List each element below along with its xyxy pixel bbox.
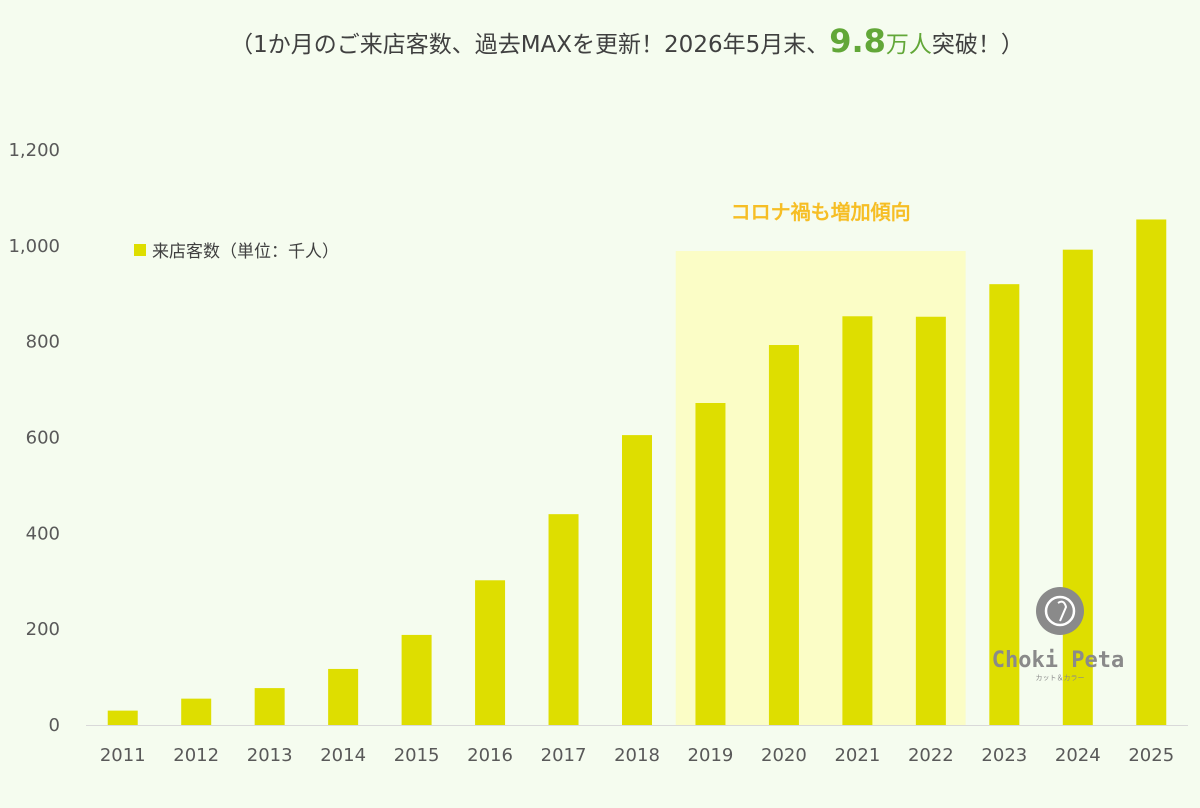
title-highlight-unit: 万人 (886, 32, 932, 58)
scissors-icon (1057, 600, 1068, 622)
choki-peta-logo: Choki Peta カット＆カラー (992, 587, 1124, 682)
y-tick-label: 400 (26, 523, 60, 544)
x-tick-label: 2016 (467, 745, 513, 766)
bar-2015 (401, 634, 432, 725)
x-tick-label: 2024 (1055, 745, 1101, 766)
bar-2023 (989, 284, 1020, 725)
x-tick-label: 2018 (614, 745, 660, 766)
x-tick-label: 2021 (834, 745, 880, 766)
legend-label: 来店客数（単位：千人） (152, 242, 339, 262)
title-part-before: （1か月のご来店客数、過去MAXを更新！2026年5月末、 (230, 32, 829, 58)
bar-2020 (768, 345, 799, 725)
bar-series (107, 219, 1167, 725)
x-tick-label: 2019 (688, 745, 734, 766)
y-tick-label: 1,000 (8, 236, 60, 257)
logo-circle-icon (1036, 587, 1084, 635)
bar-2012 (181, 698, 212, 725)
legend-swatch (134, 244, 146, 256)
x-tick-label: 2022 (908, 745, 954, 766)
covid-annotation: コロナ禍も増加傾向 (731, 200, 911, 224)
y-tick-label: 0 (49, 715, 60, 736)
x-tick-label: 2011 (100, 745, 146, 766)
bar-2013 (254, 688, 285, 725)
x-tick-label: 2017 (541, 745, 587, 766)
bar-2014 (328, 668, 359, 725)
y-tick-label: 200 (26, 619, 60, 640)
y-tick-label: 1,200 (8, 140, 60, 161)
y-axis-ticks: 0 200 400 600 800 1,000 1,200 (8, 140, 60, 736)
logo-subtitle: カット＆カラー (1036, 674, 1085, 682)
x-tick-label: 2015 (394, 745, 440, 766)
bar-2024 (1062, 249, 1093, 725)
x-tick-label: 2012 (173, 745, 219, 766)
bar-2021 (842, 316, 873, 725)
x-tick-label: 2020 (761, 745, 807, 766)
x-axis-ticks: 2011 2012 2013 2014 2015 2016 2017 2018 2019 2020… (100, 745, 1174, 766)
logo-ring-icon (1044, 595, 1076, 627)
x-tick-label: 2025 (1128, 745, 1174, 766)
title-part-after: 突破！） (932, 32, 1024, 58)
logo-name: Choki Peta (992, 648, 1124, 673)
y-tick-label: 600 (26, 428, 60, 449)
x-tick-label: 2013 (247, 745, 293, 766)
bar-2016 (475, 580, 506, 725)
x-tick-label: 2014 (320, 745, 366, 766)
y-tick-label: 800 (26, 332, 60, 353)
x-tick-label: 2023 (981, 745, 1027, 766)
title-highlight-value: 9.8 (829, 22, 886, 60)
bar-2018 (622, 435, 652, 725)
bar-2017 (548, 514, 579, 725)
bar-2019 (695, 403, 726, 725)
bar-2025 (1136, 219, 1167, 725)
bar-2011 (107, 710, 138, 725)
bar-2022 (915, 316, 946, 725)
chart-title: （1か月のご来店客数、過去MAXを更新！2026年5月末、9.8万人突破！） (230, 22, 1024, 60)
